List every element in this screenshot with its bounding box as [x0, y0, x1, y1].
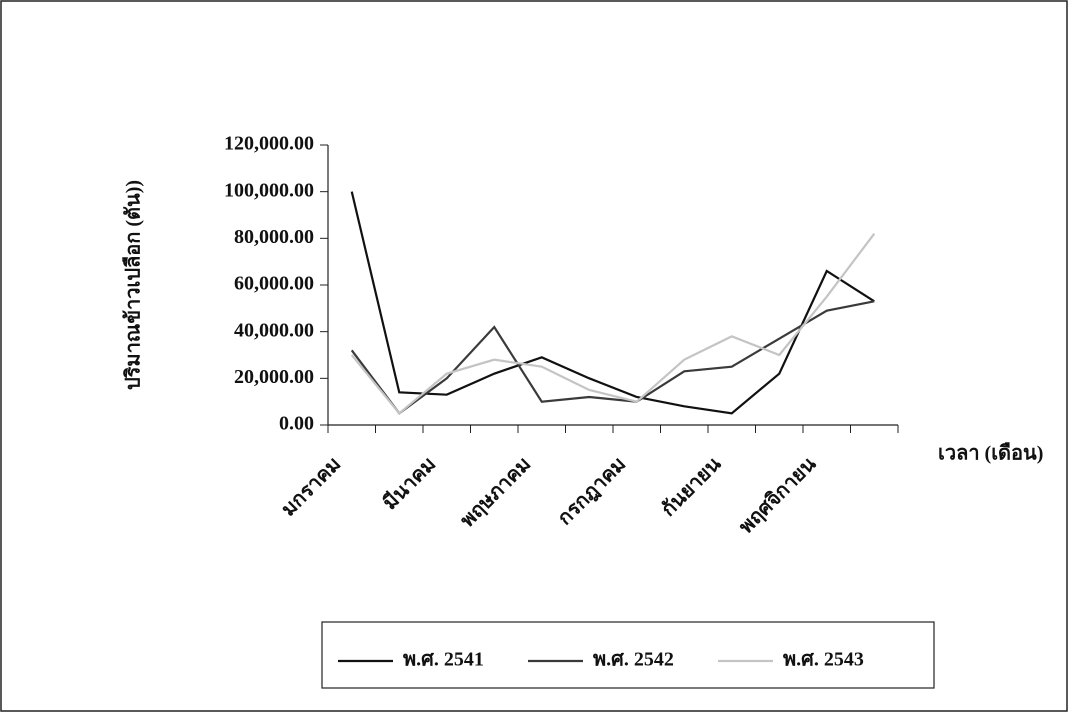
y-axis-title: ปริมาณข้าวเปลือก (ตัน)) — [122, 180, 145, 390]
x-tick-label: กรกฎาคม — [554, 453, 631, 530]
legend-label: พ.ศ. 2543 — [783, 649, 864, 671]
y-tick-label: 20,000.00 — [234, 366, 314, 388]
legend-label: พ.ศ. 2541 — [403, 649, 484, 671]
x-tick-label: กันยายน — [657, 453, 725, 521]
x-tick-label: มีนาคม — [378, 452, 440, 514]
y-tick-label: 0.00 — [279, 413, 314, 435]
y-tick-label: 80,000.00 — [234, 226, 314, 248]
x-axis-title: เวลา (เดือน) — [938, 442, 1043, 465]
series-line — [350, 300, 875, 415]
series-line — [350, 233, 876, 415]
y-tick-label: 40,000.00 — [234, 319, 314, 341]
y-tick-label: 100,000.00 — [224, 179, 314, 201]
series-line — [350, 191, 875, 415]
y-tick-label: 60,000.00 — [234, 273, 314, 295]
x-tick-label: พฤษภาคม — [456, 453, 535, 532]
legend — [321, 621, 935, 689]
x-tick-label: มกราคม — [278, 453, 346, 521]
legend-label: พ.ศ. 2542 — [593, 649, 674, 671]
x-tick-label: พฤศจิกายน — [735, 453, 820, 538]
y-tick-label: 120,000.00 — [224, 133, 314, 155]
